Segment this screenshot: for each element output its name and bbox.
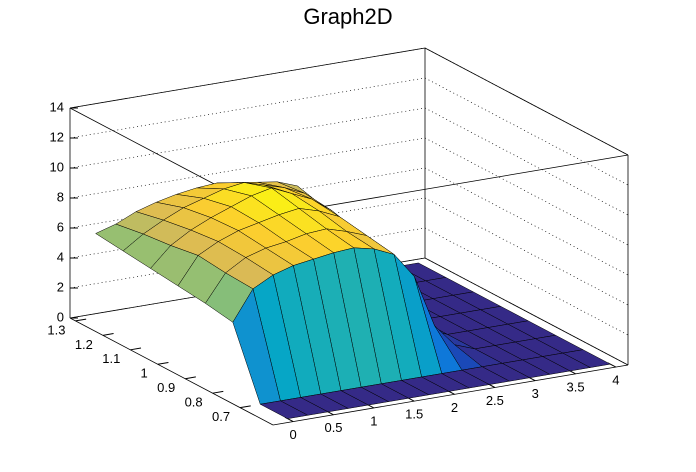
z-tick-label: 2: [57, 279, 64, 294]
box-edge: [69, 47, 426, 109]
box-edge: [272, 364, 629, 426]
x-tick-label: 1.5: [405, 407, 423, 422]
y-tick-label: 0.8: [185, 395, 203, 410]
box-edge: [272, 154, 629, 216]
chart-title: Graph2D: [303, 4, 392, 29]
box-edge: [69, 317, 274, 426]
y-tick: [212, 390, 224, 394]
x-tick-label: 0: [290, 427, 297, 442]
z-tick-label: 8: [57, 189, 64, 204]
y-tick-label: 0.9: [157, 380, 175, 395]
y-tick: [130, 347, 142, 351]
z-tick-label: 12: [50, 129, 64, 144]
box-edge: [424, 257, 629, 366]
z-tick-label: 4: [57, 249, 64, 264]
x-tick-label: 1: [370, 413, 377, 428]
box-edge: [424, 47, 629, 156]
x-tick-label: 3.5: [567, 379, 585, 394]
x-tick-label: 0.5: [324, 420, 342, 435]
z-tick-label: 6: [57, 219, 64, 234]
z-tick-label: 10: [50, 159, 64, 174]
z-tick-label: 0: [57, 309, 64, 324]
y-tick: [185, 376, 196, 380]
x-tick-label: 2.5: [486, 393, 504, 408]
y-tick-label: 1.3: [47, 322, 65, 337]
y-tick: [102, 333, 114, 336]
y-tick-label: 1.1: [102, 351, 120, 366]
x-tick-label: 4: [612, 372, 619, 387]
y-tick: [239, 405, 251, 409]
z-tick-label: 14: [50, 99, 64, 114]
x-tick-label: 2: [451, 400, 458, 415]
surface-cell: [259, 400, 309, 419]
y-tick-label: 0.7: [212, 409, 230, 424]
y-tick: [157, 361, 169, 365]
y-tick-label: 1: [141, 366, 148, 381]
x-tick-label: 3: [532, 386, 539, 401]
y-tick-label: 1.2: [75, 337, 93, 352]
y-tick: [75, 318, 87, 322]
